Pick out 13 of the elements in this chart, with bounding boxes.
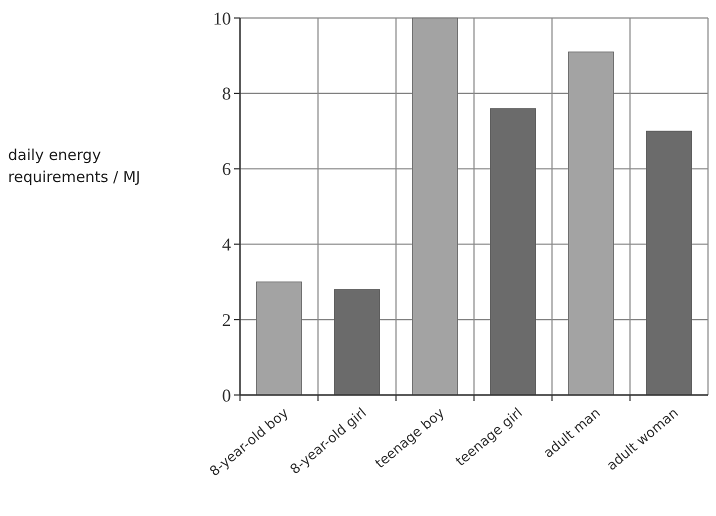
y-tick-label: 10 — [213, 8, 231, 28]
y-tick-label: 2 — [222, 310, 231, 330]
bar — [256, 282, 302, 396]
bar — [334, 289, 380, 396]
y-tick-label: 6 — [222, 159, 231, 180]
y-tick-label: 8 — [222, 84, 231, 104]
bar — [490, 108, 536, 396]
y-tick-label: 0 — [222, 385, 231, 406]
bar — [646, 130, 692, 396]
y-tick-label: 4 — [222, 234, 231, 254]
bar — [412, 18, 458, 396]
bar — [568, 52, 614, 396]
y-axis-title: daily energy requirements / MJ — [8, 146, 140, 186]
